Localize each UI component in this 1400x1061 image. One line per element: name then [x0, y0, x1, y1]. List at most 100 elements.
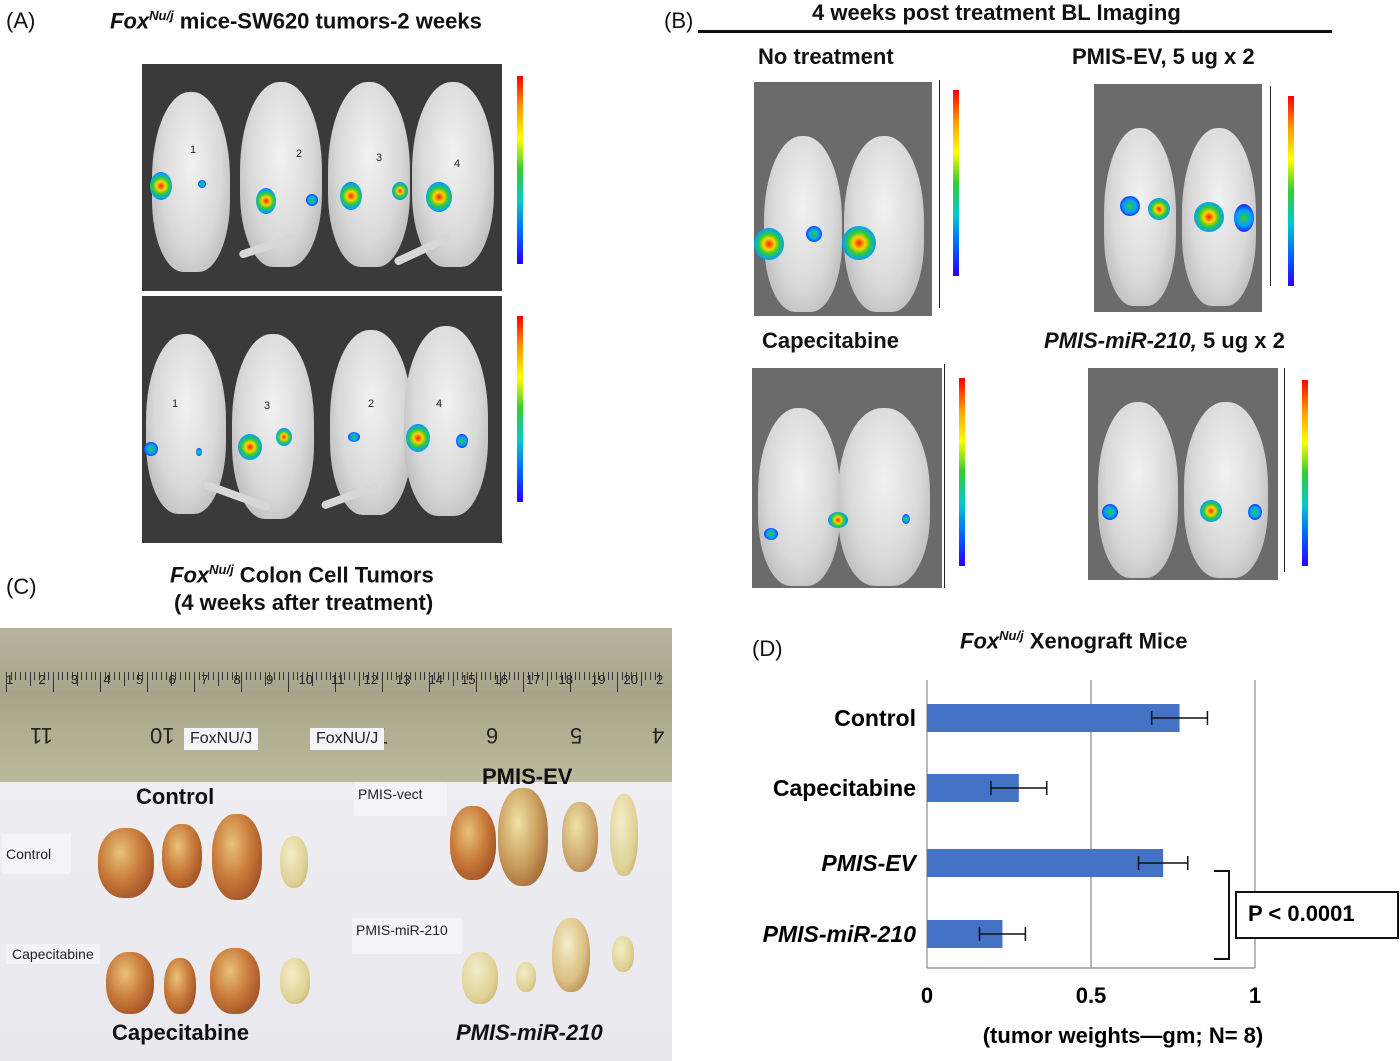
ruler-cm-number: 2	[38, 672, 46, 687]
tumor-specimen	[280, 836, 308, 888]
ruler-tick	[325, 672, 327, 680]
ruler-tick	[57, 672, 59, 680]
ruler-tick	[414, 672, 416, 680]
ruler-tick	[320, 672, 322, 680]
tumor-specimen	[106, 952, 154, 1014]
ruler-tick	[109, 672, 111, 680]
panel-c-title-italic: Fox	[170, 562, 210, 588]
bioluminescence-spot	[1248, 504, 1262, 520]
mouse-number: 1	[172, 398, 179, 410]
bioluminescence-spot	[196, 448, 202, 456]
ruler-cm-number: 19	[591, 672, 606, 687]
tumor-specimen	[212, 814, 262, 900]
ruler-cm-number: 4	[103, 672, 111, 687]
ruler-cm-number: 15	[461, 672, 476, 687]
ruler-cm-number: 5	[136, 672, 144, 687]
ruler-tick	[137, 672, 139, 680]
pvalue-label: P < 0.0001	[1248, 901, 1355, 926]
ruler-tick	[494, 672, 496, 680]
ruler-tick	[62, 672, 64, 680]
ruler-cm-number: 6	[168, 672, 176, 687]
ruler-tick	[184, 672, 186, 680]
ruler-tick	[537, 672, 539, 680]
mouse-number: 2	[368, 398, 375, 410]
ruler-tick	[396, 672, 398, 680]
ruler-tick	[635, 672, 637, 680]
ruler-cm-number: 7	[201, 672, 209, 687]
ruler-tick	[602, 672, 604, 680]
error-bar	[1137, 856, 1189, 870]
ruler-cm-number: 11	[331, 672, 345, 687]
ruler-tick	[283, 672, 285, 680]
ruler-tick	[626, 672, 628, 680]
label-pmis-mir210-rest: 5 ug x 2	[1196, 328, 1285, 353]
ruler-tick	[546, 672, 548, 686]
luminescence-color-scale	[1302, 380, 1308, 566]
ruler-tick	[278, 672, 280, 680]
category-label: Capecitabine	[773, 775, 916, 801]
scale-divider	[944, 364, 945, 588]
bioluminescence-spot	[256, 188, 276, 214]
ruler-tick	[645, 672, 647, 680]
bioluminescence-spot	[1120, 196, 1140, 216]
ruler-cm-number: 2	[656, 672, 664, 687]
ruler-tick	[161, 672, 163, 680]
bioluminescence-spot	[306, 194, 318, 206]
ruler-tick	[447, 672, 449, 680]
ruler-tick	[518, 672, 520, 680]
mouse	[240, 82, 322, 267]
ruler-tick	[114, 672, 116, 680]
sample-label-pmis-mir210: PMIS-miR-210	[352, 918, 462, 954]
bar	[927, 704, 1180, 732]
ruler-tick	[649, 672, 651, 680]
ruler-tick	[165, 672, 167, 680]
error-bar	[1150, 711, 1209, 725]
ruler-tick	[490, 672, 492, 680]
ruler-cm-number: 16	[493, 672, 508, 687]
tumor-specimen	[210, 948, 260, 1014]
panel-a-photo-row2: 1 3 2 4	[142, 296, 502, 543]
panel-b-photo-no-treatment	[754, 82, 932, 316]
ruler-tick	[212, 672, 214, 680]
mouse	[838, 408, 930, 586]
ruler-tick	[43, 672, 45, 680]
ruler-tick	[292, 672, 294, 680]
ruler-tick	[95, 672, 97, 680]
ruler-tick	[175, 672, 177, 680]
mouse	[412, 82, 494, 267]
bioluminescence-spot	[348, 432, 360, 442]
ruler-tick	[15, 672, 17, 680]
panel-c-subtitle: (4 weeks after treatment)	[174, 590, 434, 615]
tumor-specimen	[562, 802, 598, 872]
ruler-tick	[132, 672, 134, 680]
ruler-tick	[452, 672, 454, 686]
ruler-tick	[471, 672, 473, 680]
chart-title: FoxNu/j Xenograft Mice	[960, 628, 1188, 654]
pvalue-box	[1235, 891, 1399, 939]
ruler-tick	[349, 672, 351, 680]
panel-b-photo-pmis-mir210	[1088, 368, 1278, 580]
ruler-tick	[476, 672, 477, 692]
tumor-specimen	[164, 958, 196, 1014]
panel-d-letter: (D)	[752, 636, 783, 661]
ruler-tick	[67, 672, 69, 680]
ruler-tick	[480, 672, 482, 680]
chart-title-sup: Nu/j	[999, 628, 1024, 643]
ruler-tick	[76, 672, 78, 686]
ruler-tick	[264, 672, 266, 686]
ruler-tick	[100, 672, 101, 692]
ruler-tick	[391, 672, 393, 680]
tumor-specimen	[516, 962, 536, 992]
bioluminescence-spot	[1148, 198, 1170, 220]
ruler-tick	[170, 672, 172, 686]
ruler-tick	[504, 672, 506, 680]
ruler-tick	[306, 672, 308, 680]
bioluminescence-spot	[902, 514, 910, 524]
ruler-tick	[38, 672, 40, 680]
scale-divider	[939, 80, 940, 308]
mouse	[1098, 402, 1178, 578]
bioluminescence-spot	[238, 434, 262, 460]
ruler-tick	[598, 672, 600, 680]
panel-a-letter: (A)	[6, 8, 36, 33]
error-bar	[990, 781, 1048, 795]
